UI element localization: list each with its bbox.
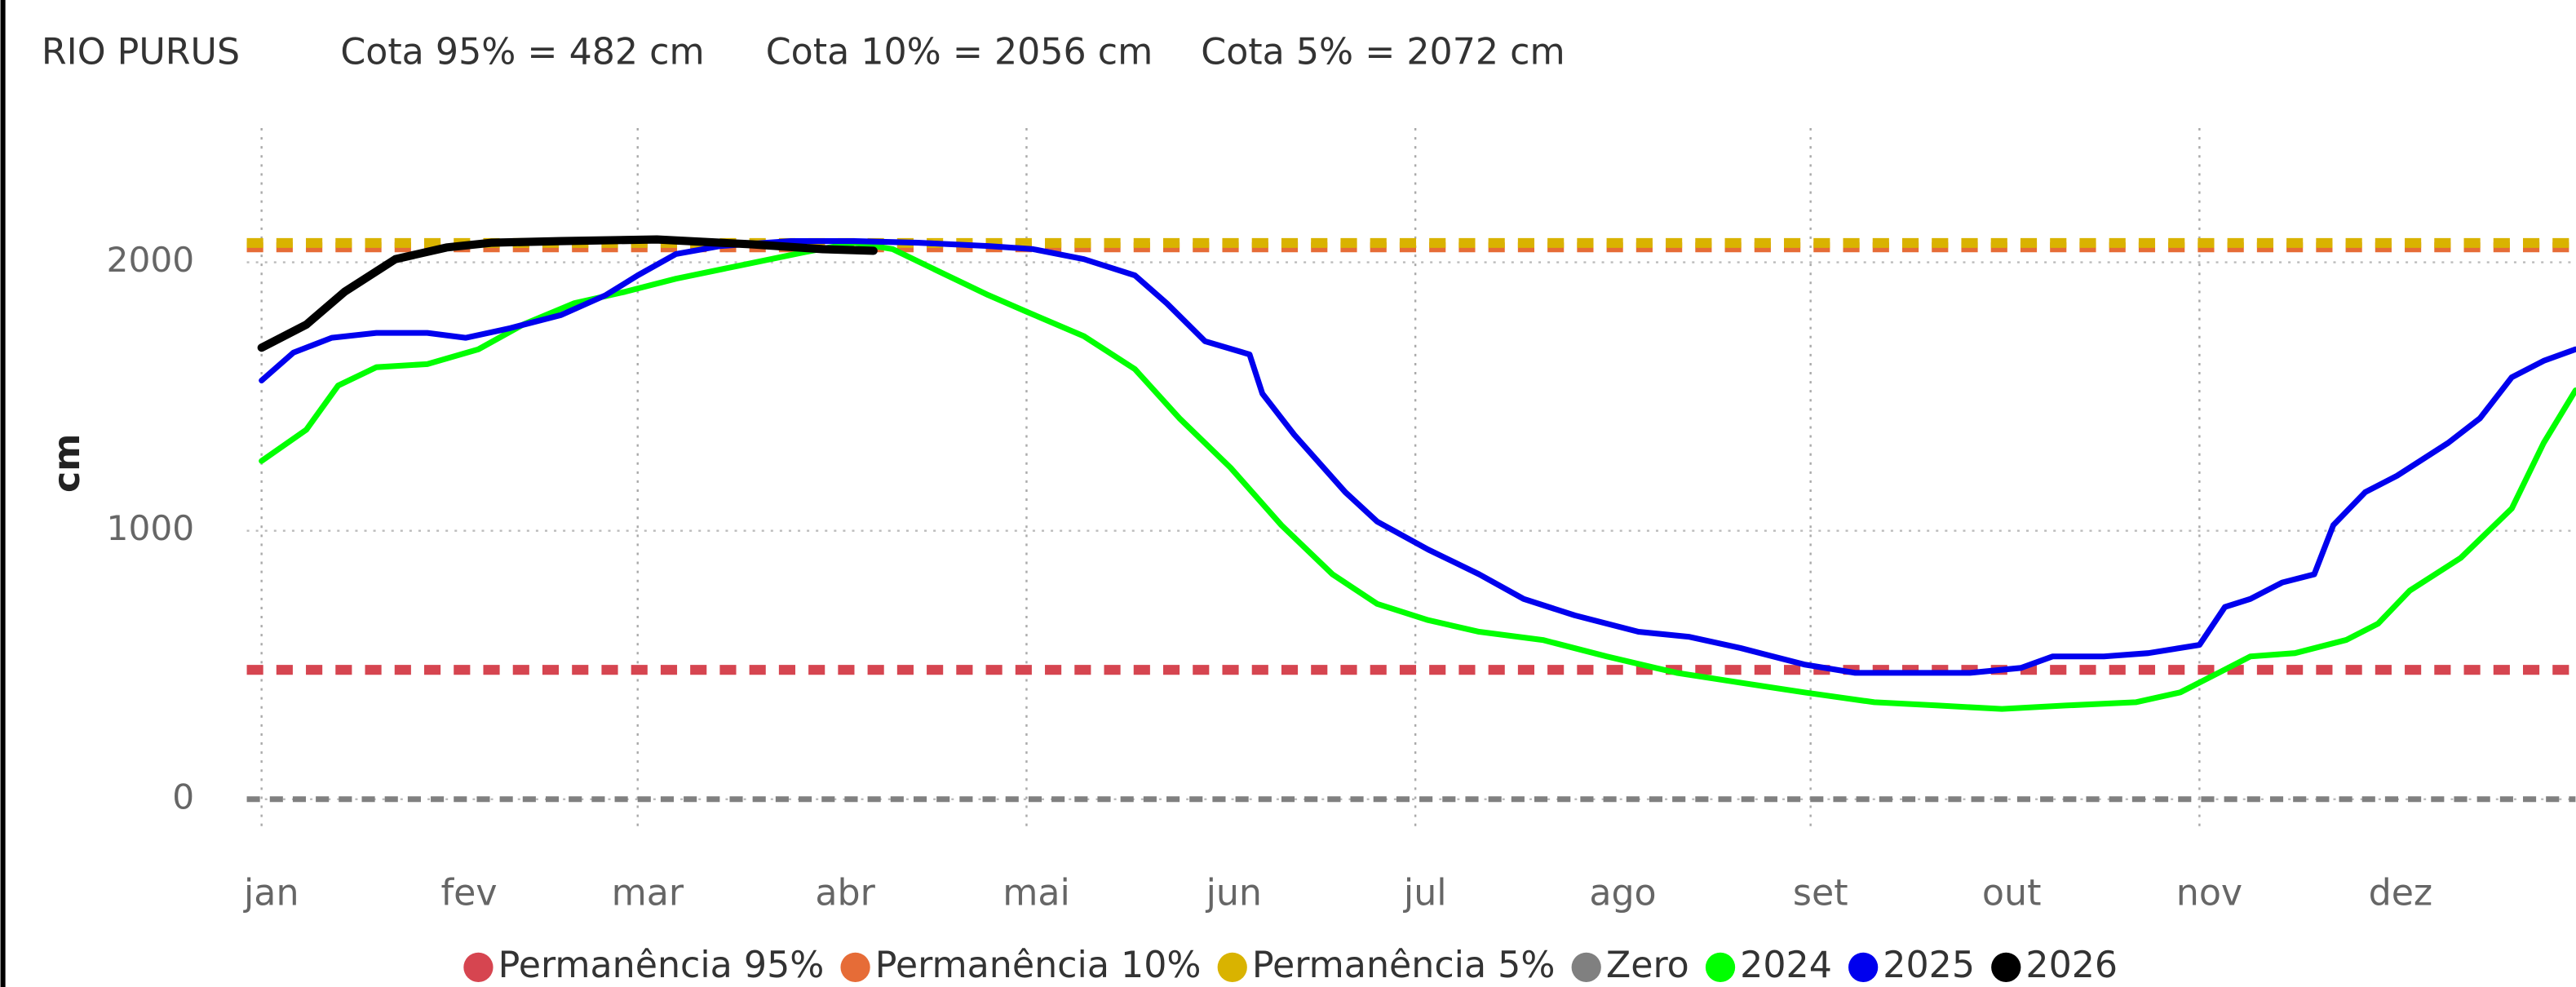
legend-marker <box>1217 952 1247 982</box>
x-tick-label: ago <box>1589 872 1656 914</box>
x-tick-label: jul <box>1403 872 1447 914</box>
x-tick-label: mai <box>1003 872 1070 914</box>
annotation: Cota 95% = 482 cm <box>340 31 704 73</box>
legend-label: 2025 <box>1883 945 1975 986</box>
x-tick-label: jan <box>243 872 299 914</box>
legend-marker <box>840 952 870 982</box>
legend-marker <box>1571 952 1601 982</box>
x-tick-label: out <box>1982 872 2042 914</box>
x-tick-label: set <box>1793 872 1848 914</box>
chart-title: RIO PURUS <box>42 31 240 73</box>
left-edge <box>0 0 6 987</box>
legend-label: Permanência 95% <box>498 945 825 986</box>
legend-marker <box>1991 952 2021 982</box>
y-axis-label: cm <box>46 434 88 493</box>
legend-marker <box>463 952 494 982</box>
y-tick-label: 0 <box>172 777 194 817</box>
legend-marker <box>1848 952 1879 982</box>
x-tick-label: dez <box>2369 872 2433 914</box>
series-line <box>257 235 878 352</box>
legend-label: Permanência 10% <box>875 945 1202 986</box>
series-line <box>259 240 2576 712</box>
legend-label: 2024 <box>1740 945 1832 986</box>
series-line <box>259 238 2576 676</box>
x-tick-label: jun <box>1206 872 1262 914</box>
x-tick-label: fev <box>440 872 497 914</box>
x-tick-label: mar <box>612 872 684 914</box>
legend-label: Zero <box>1606 945 1689 986</box>
legend-label: Permanência 5% <box>1252 945 1556 986</box>
x-tick-label: nov <box>2176 872 2242 914</box>
y-tick-label: 1000 <box>107 508 195 548</box>
annotation: Cota 5% = 2072 cm <box>1201 31 1565 73</box>
annotation: Cota 10% = 2056 cm <box>766 31 1153 73</box>
x-tick-label: abr <box>815 872 875 914</box>
legend-label: 2026 <box>2025 945 2118 986</box>
y-tick-label: 2000 <box>107 240 195 280</box>
legend-marker <box>1705 952 1736 982</box>
